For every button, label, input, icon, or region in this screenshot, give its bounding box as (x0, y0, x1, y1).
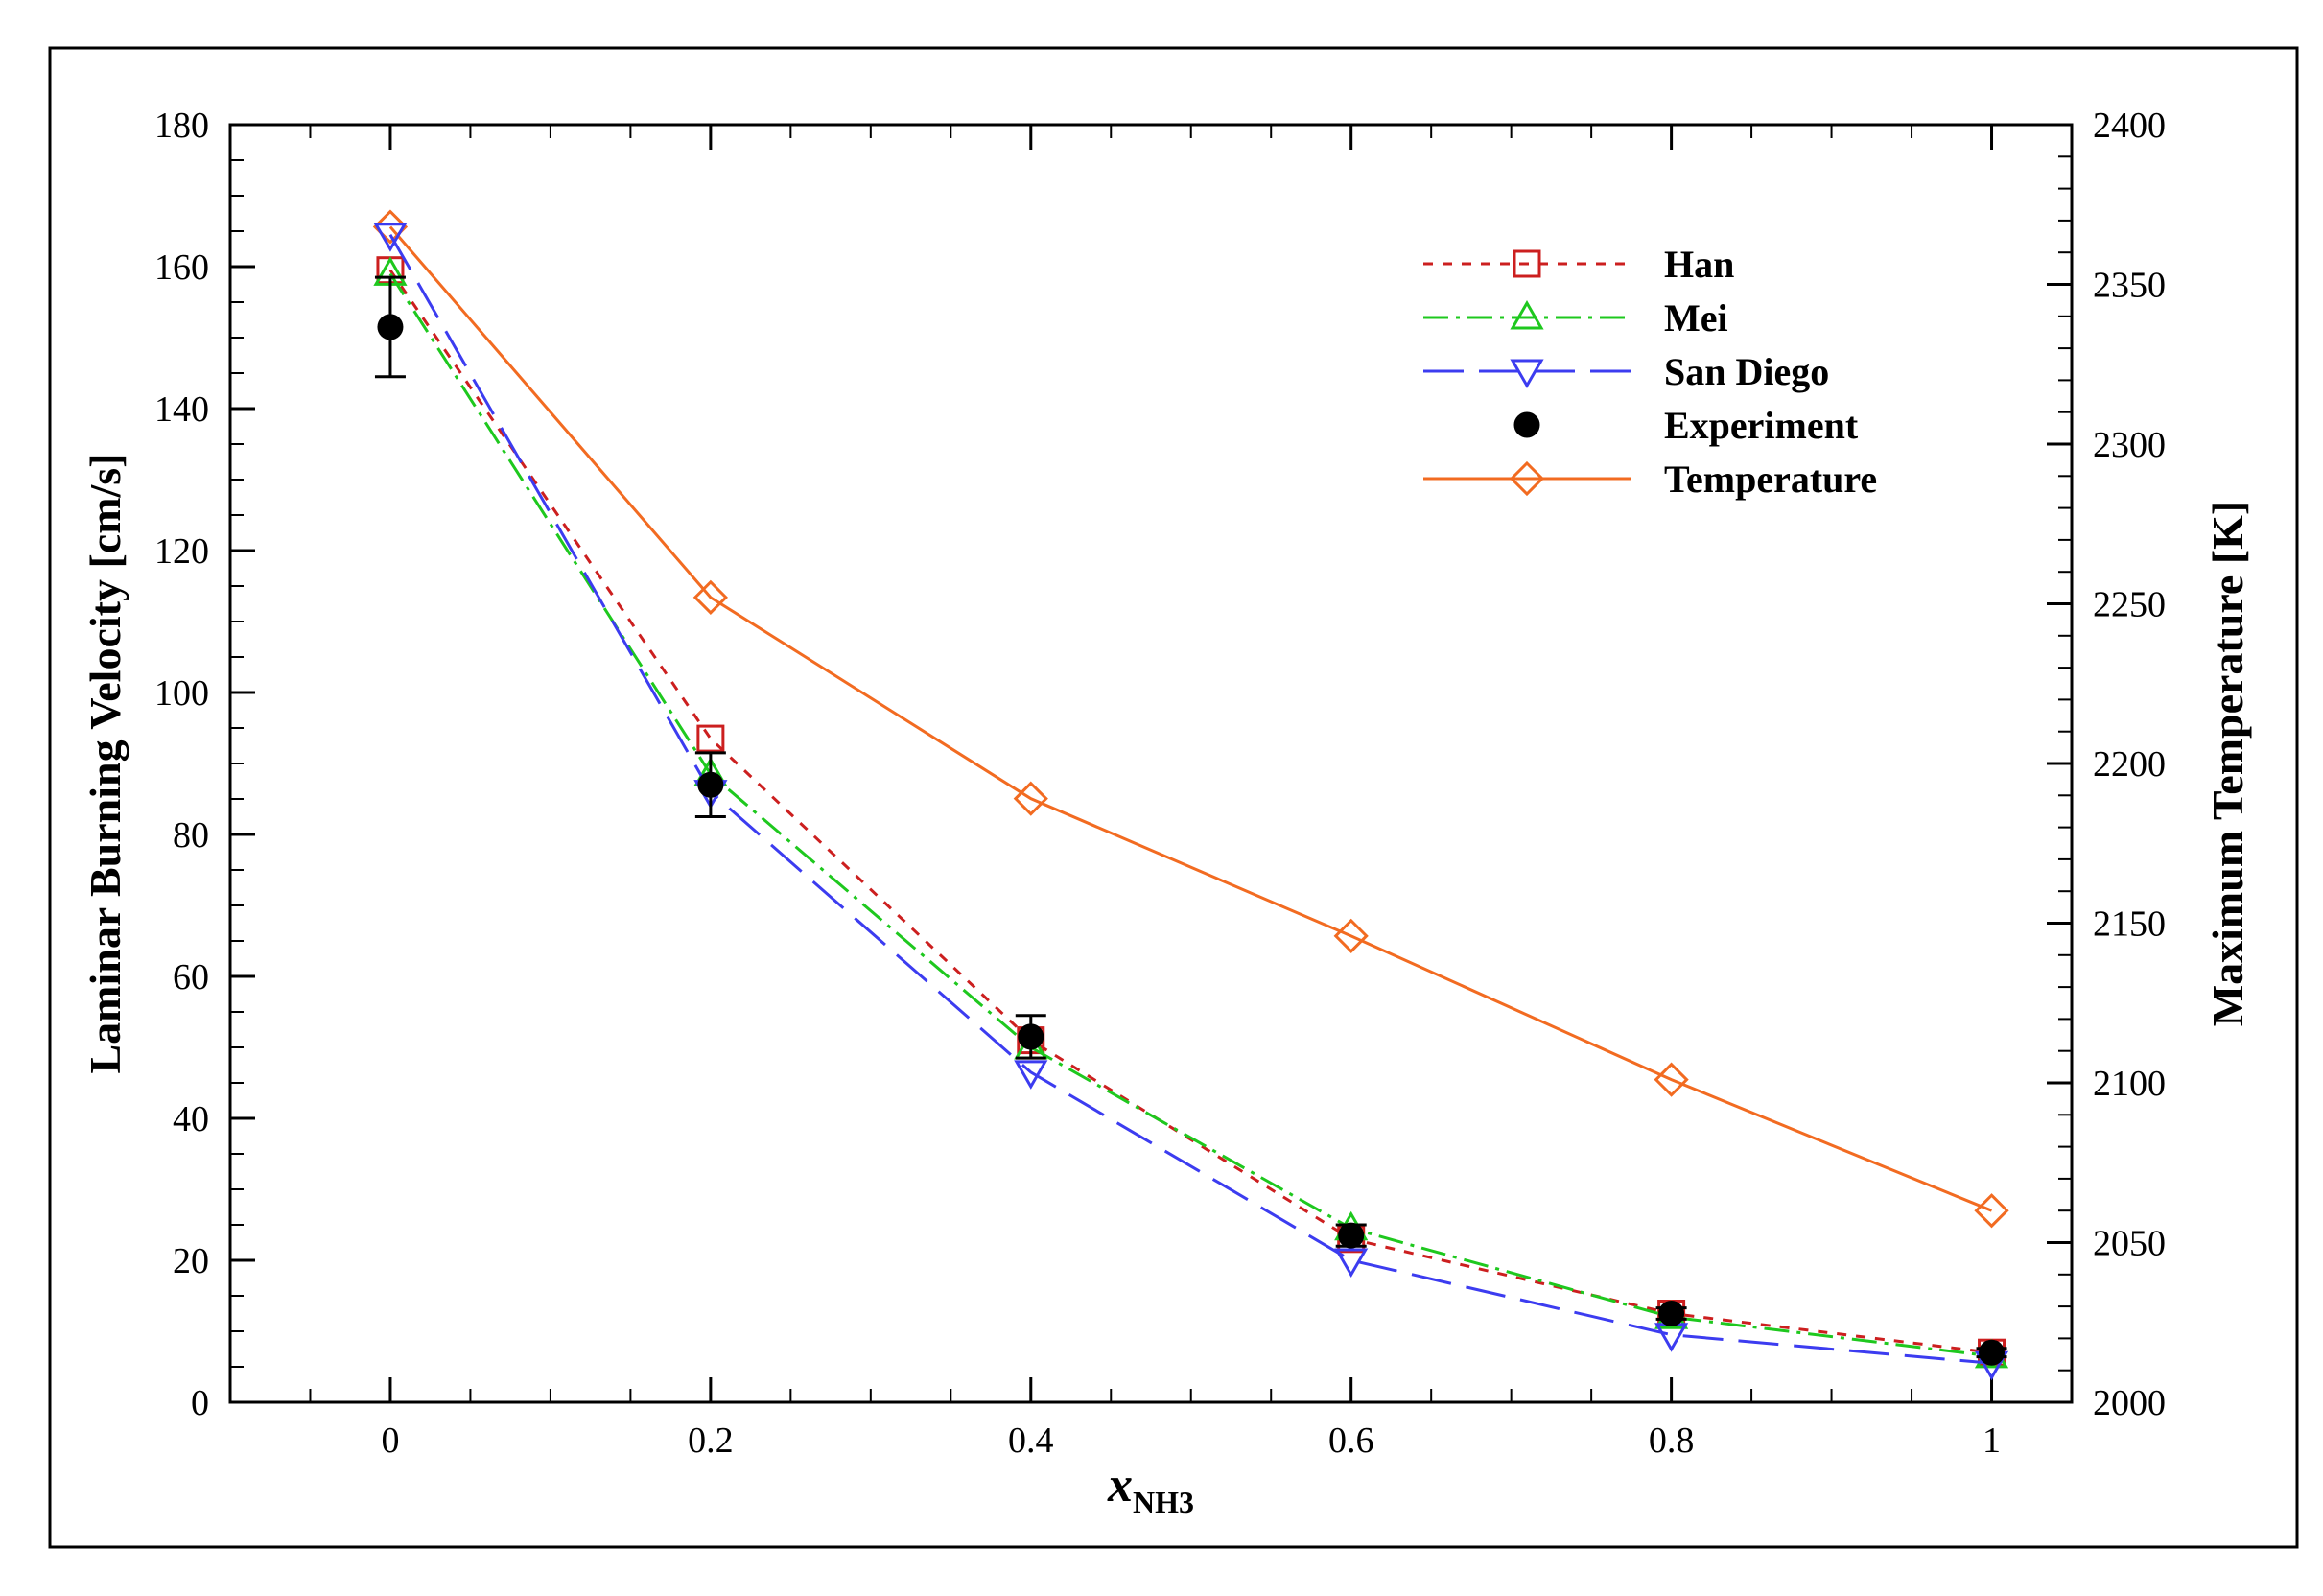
y-tick-label: 120 (154, 531, 209, 572)
legend-marker (1510, 299, 1544, 330)
legend-marker (1509, 460, 1545, 497)
legend-item-san-diego: San Diego (1423, 350, 1829, 393)
y2-tick-label: 2400 (2093, 106, 2166, 146)
y2-axis-title: Maximum Temperature [K] (2203, 501, 2252, 1027)
data-point-san-diego (1014, 1060, 1048, 1090)
y2-tick-label: 2000 (2093, 1383, 2166, 1423)
legend-item-experiment: Experiment (1513, 404, 1859, 447)
data-point-han (696, 724, 725, 753)
y2-tick-label: 2150 (2093, 904, 2166, 945)
data-point-san-diego (1334, 1248, 1369, 1279)
series-experiment (374, 275, 2007, 1366)
data-point-san-diego (373, 223, 408, 252)
data-point-temperature (692, 579, 728, 615)
y2-tick-label: 2300 (2093, 425, 2166, 465)
y-tick-label: 0 (191, 1383, 209, 1423)
data-point-experiment (1018, 1023, 1044, 1050)
x-tick-label: 0.2 (688, 1420, 734, 1461)
y2-tick-label: 2200 (2093, 744, 2166, 785)
tick-labels: 0 0.2 0.4 0.6 0.8 1 0 20 40 60 80 100 120 140 160 180 20… (154, 106, 2166, 1461)
data-point-experiment (1338, 1222, 1365, 1249)
y-axis-title: Laminar Burning Velocity [cm/s] (81, 453, 129, 1073)
series-san-diego (373, 223, 2009, 1381)
y-tick-label: 60 (173, 957, 209, 998)
y-tick-label: 100 (154, 673, 209, 714)
data-point-temperature (1333, 918, 1369, 953)
legend-label: Han (1664, 243, 1734, 286)
data-point-temperature (372, 209, 409, 245)
y-tick-label: 160 (154, 247, 209, 288)
series-line-han (388, 269, 1992, 1354)
legend-marker (1513, 411, 1540, 438)
data-point-temperature (1974, 1193, 2009, 1229)
y2-tick-label: 2100 (2093, 1064, 2166, 1104)
legend-item-temperature: Temperature (1423, 458, 1877, 501)
series-line-san-diego (388, 233, 1992, 1365)
y2-tick-label: 2350 (2093, 266, 2166, 306)
x-axis-title-main: x (1107, 1458, 1133, 1513)
y-tick-label: 140 (154, 389, 209, 430)
y2-tick-label: 2250 (2093, 585, 2166, 625)
data-point-experiment (377, 314, 404, 340)
legend: Han Mei San Diego Experiment Temperature (1423, 243, 1877, 501)
data-point-temperature (1654, 1062, 1689, 1097)
outer-frame (48, 46, 2299, 1549)
legend-label: Temperature (1664, 458, 1877, 501)
y-tick-label: 80 (173, 815, 209, 856)
y2-tick-label: 2050 (2093, 1224, 2166, 1264)
series-line-mei (388, 272, 1992, 1358)
legend-label: Experiment (1664, 404, 1859, 447)
x-tick-label: 0.8 (1649, 1420, 1695, 1461)
y-tick-label: 180 (154, 106, 209, 146)
legend-label: San Diego (1664, 350, 1829, 393)
data-point-experiment (1979, 1339, 2006, 1366)
legend-marker (1510, 359, 1544, 389)
x-tick-label: 0.6 (1328, 1420, 1374, 1461)
legend-label: Mei (1664, 296, 1728, 340)
x-tick-label: 0 (381, 1420, 399, 1461)
legend-marker (1513, 249, 1541, 278)
data-point-experiment (1658, 1301, 1685, 1326)
y-tick-label: 40 (173, 1099, 209, 1139)
axis-ticks (230, 123, 2072, 1404)
legend-item-mei: Mei (1423, 296, 1728, 340)
x-axis-title-subscript: NH3 (1133, 1485, 1194, 1519)
data-point-temperature (1013, 781, 1048, 816)
x-tick-label: 1 (1983, 1420, 2001, 1461)
y-tick-label: 20 (173, 1241, 209, 1281)
series-temperature (372, 209, 2009, 1229)
plot-area (228, 123, 2074, 1404)
legend-item-han: Han (1423, 243, 1734, 286)
series-line-temperature (388, 225, 1993, 1212)
data-point-experiment (697, 771, 724, 798)
x-tick-label: 0.4 (1008, 1420, 1054, 1461)
series-layer (372, 209, 2009, 1381)
x-axis-title: xNH3 (1107, 1458, 1194, 1519)
